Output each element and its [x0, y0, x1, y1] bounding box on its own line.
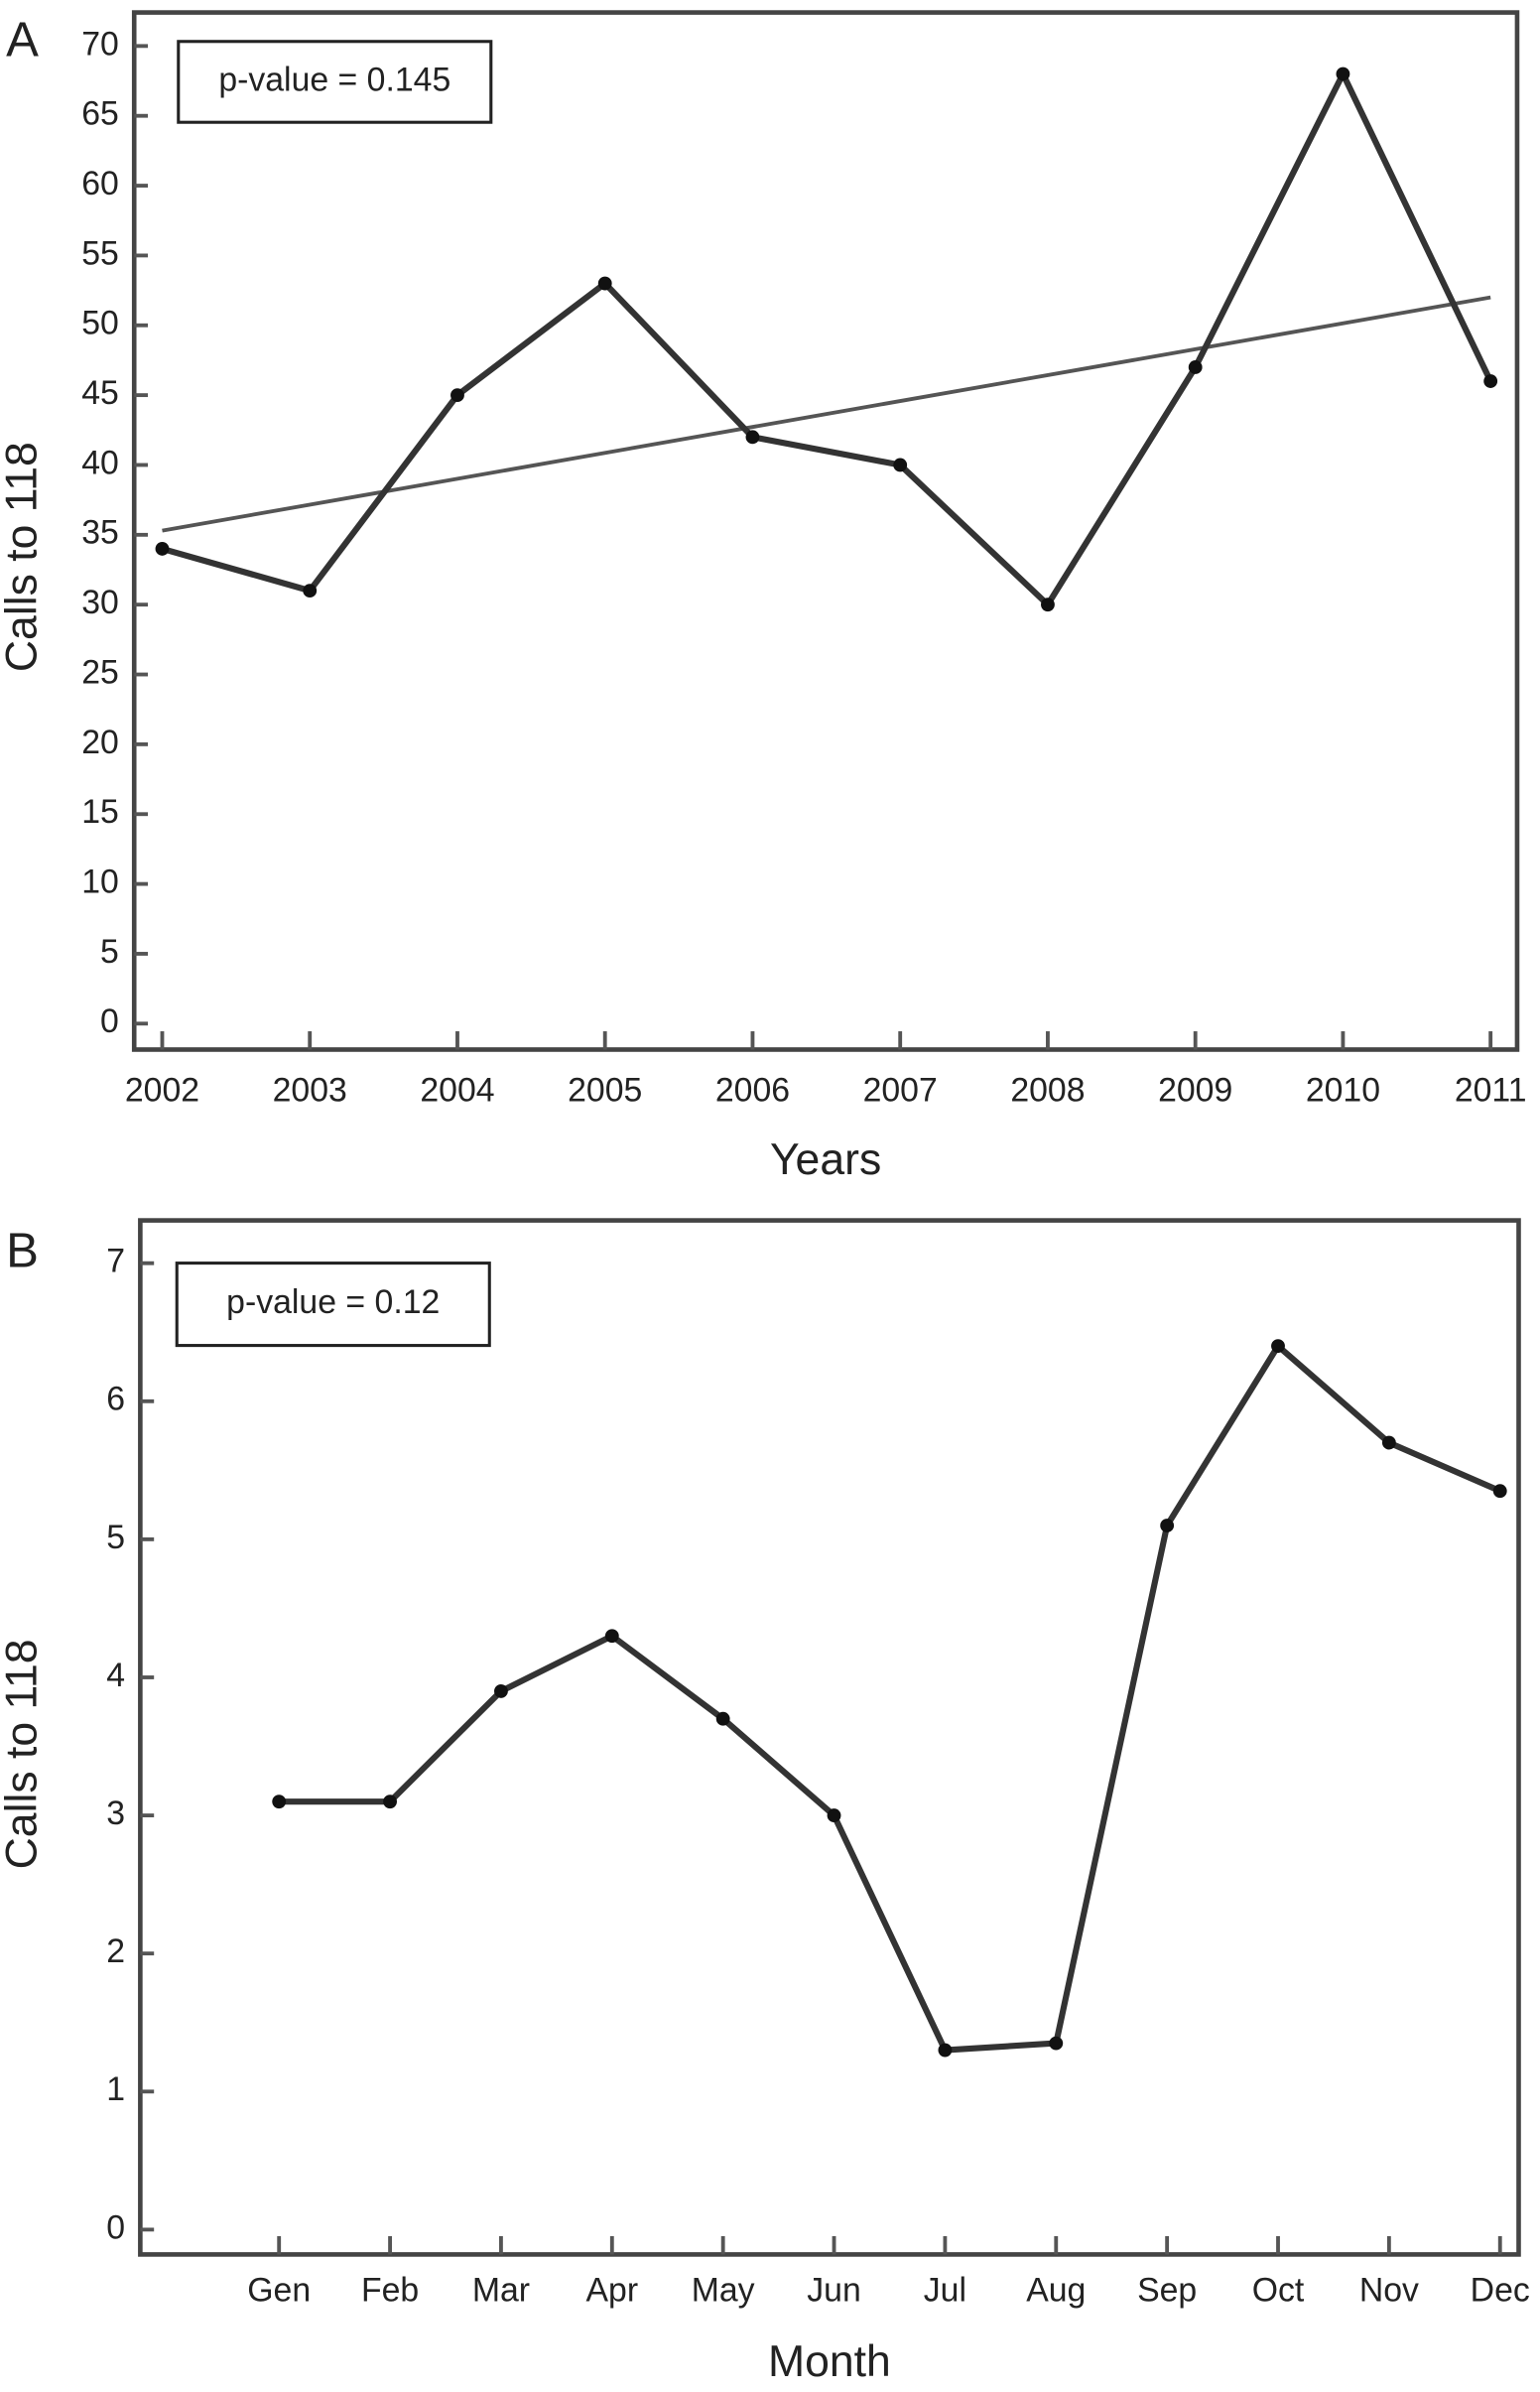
data-point [1381, 1435, 1396, 1450]
y-tick-label: 2 [106, 1932, 125, 1970]
y-tick-label: 5 [106, 1519, 125, 1556]
y-tick-label: 45 [81, 374, 119, 412]
data-point [1483, 374, 1498, 388]
x-tick-label: Apr [586, 2272, 639, 2310]
data-line [161, 70, 1493, 608]
data-point [1041, 598, 1055, 612]
y-tick-label: 15 [81, 793, 119, 831]
y-tick-label: 40 [81, 444, 119, 481]
y-tick-label: 3 [106, 1794, 125, 1832]
data-point [450, 388, 464, 403]
y-tick-label: 7 [106, 1243, 125, 1280]
x-tick-label: Nov [1359, 2272, 1419, 2310]
x-tick-label: 2008 [1010, 1071, 1085, 1109]
x-tick-label: 2004 [420, 1071, 494, 1109]
x-tick-label: Jul [924, 2272, 966, 2310]
x-axis-label: Month [768, 2337, 891, 2386]
x-tick-label: Mar [472, 2272, 530, 2310]
data-point [383, 1794, 397, 1809]
x-tick-label: Sep [1137, 2272, 1197, 2310]
x-tick-label: Jun [807, 2272, 861, 2310]
annotation-box [177, 40, 493, 124]
annotation-box [175, 1262, 491, 1348]
y-tick-label: 20 [81, 724, 119, 761]
plot-frame [131, 10, 1520, 1052]
data-line [279, 1343, 1501, 2054]
x-tick-label: 2002 [125, 1071, 199, 1109]
x-tick-label: Aug [1026, 2272, 1086, 2310]
annotation: p-value = 0.12 [226, 1283, 440, 1321]
data-point [604, 1629, 619, 1644]
y-tick-label: 60 [81, 165, 119, 202]
y-tick-label: 30 [81, 584, 119, 621]
data-point [938, 2043, 953, 2058]
x-tick-label: 2007 [863, 1071, 938, 1109]
y-tick-label: 0 [100, 1002, 119, 1040]
panel-label: A [6, 12, 39, 66]
data-point [155, 541, 170, 556]
y-tick-label: 5 [100, 933, 119, 971]
x-tick-label: 2010 [1306, 1071, 1380, 1109]
trend-line [162, 295, 1491, 533]
y-tick-label: 70 [81, 25, 119, 63]
data-point [1049, 2036, 1064, 2051]
y-tick-label: 35 [81, 514, 119, 552]
x-tick-label: Gen [247, 2272, 311, 2310]
y-tick-label: 65 [81, 95, 119, 133]
y-tick-label: 55 [81, 234, 119, 272]
data-point [715, 1711, 730, 1726]
data-point [827, 1808, 841, 1823]
data-point [893, 458, 908, 472]
data-point [597, 276, 612, 291]
y-axis-label: Calls to 118 [0, 442, 46, 672]
data-point [494, 1683, 508, 1698]
x-tick-label: 2005 [568, 1071, 642, 1109]
y-tick-label: 50 [81, 305, 119, 342]
y-tick-label: 10 [81, 864, 119, 901]
x-axis-label: Years [770, 1135, 881, 1184]
x-tick-label: 2003 [273, 1071, 347, 1109]
y-tick-label: 25 [81, 653, 119, 691]
x-tick-label: 2006 [715, 1071, 790, 1109]
y-tick-label: 0 [106, 2208, 125, 2246]
data-point [1160, 1519, 1175, 1532]
x-tick-label: May [692, 2272, 755, 2310]
annotation: p-value = 0.145 [218, 61, 450, 98]
data-point [1271, 1339, 1285, 1354]
data-point [745, 430, 760, 445]
plot-frame [138, 1218, 1521, 2257]
data-point [303, 584, 318, 598]
data-point [1492, 1484, 1507, 1499]
x-tick-label: Oct [1252, 2272, 1305, 2310]
x-tick-label: 2011 [1455, 1071, 1527, 1109]
data-point [1188, 360, 1203, 374]
panel-label: B [6, 1223, 39, 1277]
y-tick-label: 4 [106, 1657, 125, 1694]
x-tick-label: Dec [1471, 2272, 1530, 2310]
data-point [272, 1794, 287, 1809]
x-tick-label: 2009 [1158, 1071, 1232, 1109]
y-tick-label: 1 [106, 2070, 125, 2108]
data-point [1336, 66, 1350, 81]
x-tick-label: Feb [361, 2272, 419, 2310]
y-axis-label: Calls to 118 [0, 1639, 46, 1869]
y-tick-label: 6 [106, 1381, 125, 1418]
